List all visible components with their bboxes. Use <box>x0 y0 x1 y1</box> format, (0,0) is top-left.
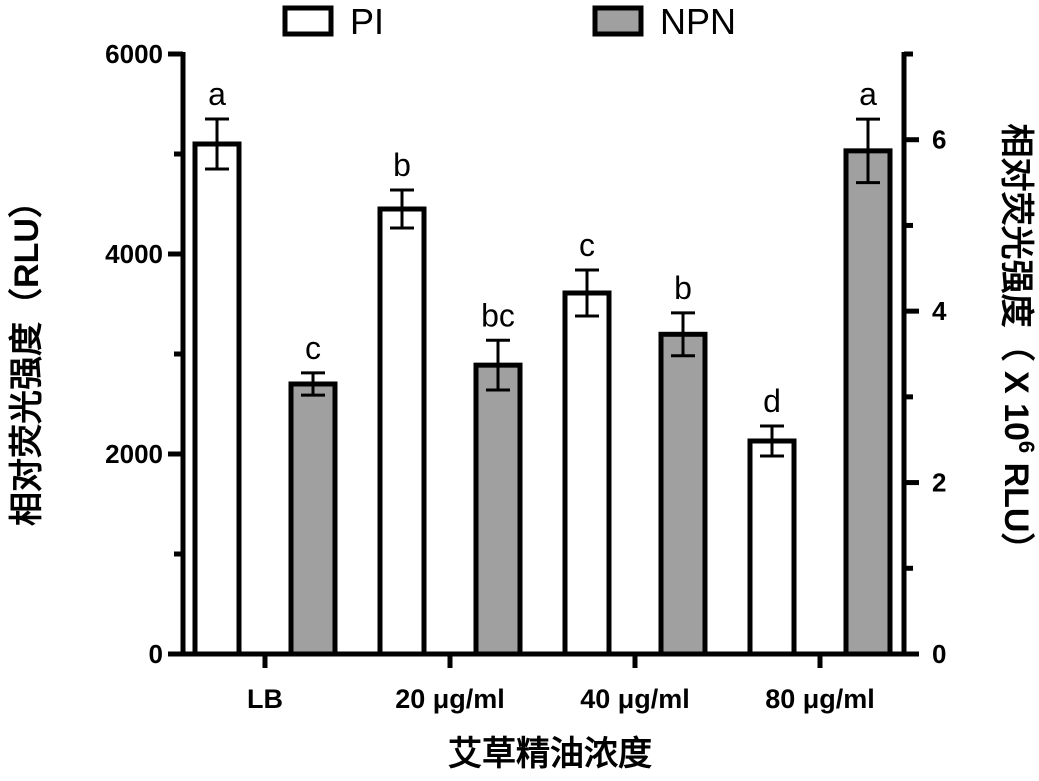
left-tick-label: 6000 <box>105 39 163 69</box>
plot-area: 0 2000 4000 6000 0 2 4 6 LB 20 μg/ml 40 μg/ml 80 μg… <box>105 39 947 714</box>
svg-text:相对荧光强度（ X 106 RLU）: 相对荧光强度（ X 106 RLU） <box>997 124 1039 567</box>
significance-label-npn: b <box>674 270 692 306</box>
bar-npn <box>473 362 523 657</box>
bar-npn <box>288 381 338 657</box>
legend-swatch-pi <box>282 5 334 37</box>
x-axis-title: 艾草精油浓度 <box>448 735 652 773</box>
x-tick-label: 20 μg/ml <box>395 684 505 714</box>
left-axis-title: 相对荧光强度（RLU） <box>7 184 46 526</box>
significance-label-npn: a <box>859 76 877 112</box>
x-tick-label: LB <box>247 684 283 714</box>
bar-pi <box>747 438 797 657</box>
bar-pi <box>377 206 427 657</box>
legend-swatch-npn <box>592 5 644 37</box>
left-tick-label: 0 <box>149 639 163 669</box>
significance-label-pi: c <box>579 227 595 263</box>
bar-pi <box>562 290 612 657</box>
significance-label-pi: a <box>208 76 226 112</box>
right-tick-label: 4 <box>932 296 947 326</box>
left-tick-label: 4000 <box>105 239 163 269</box>
bar-pi <box>192 141 242 657</box>
right-tick-label: 2 <box>932 468 946 498</box>
x-tick-label: 80 μg/ml <box>765 684 875 714</box>
right-tick-label: 0 <box>932 639 946 669</box>
legend: PI NPN <box>282 1 736 42</box>
significance-label-pi: b <box>393 147 411 183</box>
x-tick-label: 40 μg/ml <box>580 684 690 714</box>
right-axis-title-exponent: 6 <box>1014 441 1039 453</box>
right-axis-title-main: 相对荧光强度（ X 10 <box>997 124 1036 441</box>
right-axis-title-tail: RLU） <box>997 453 1036 566</box>
legend-label-npn: NPN <box>660 1 736 42</box>
right-axis-title: 相对荧光强度（ X 106 RLU） <box>997 124 1039 567</box>
bar-npn <box>843 148 893 657</box>
significance-label-npn: bc <box>481 297 515 333</box>
legend-label-pi: PI <box>350 1 384 42</box>
significance-label-npn: c <box>305 330 321 366</box>
left-tick-label: 2000 <box>105 439 163 469</box>
bar-npn <box>658 331 708 657</box>
significance-label-pi: d <box>763 383 781 419</box>
right-tick-label: 6 <box>932 125 946 155</box>
